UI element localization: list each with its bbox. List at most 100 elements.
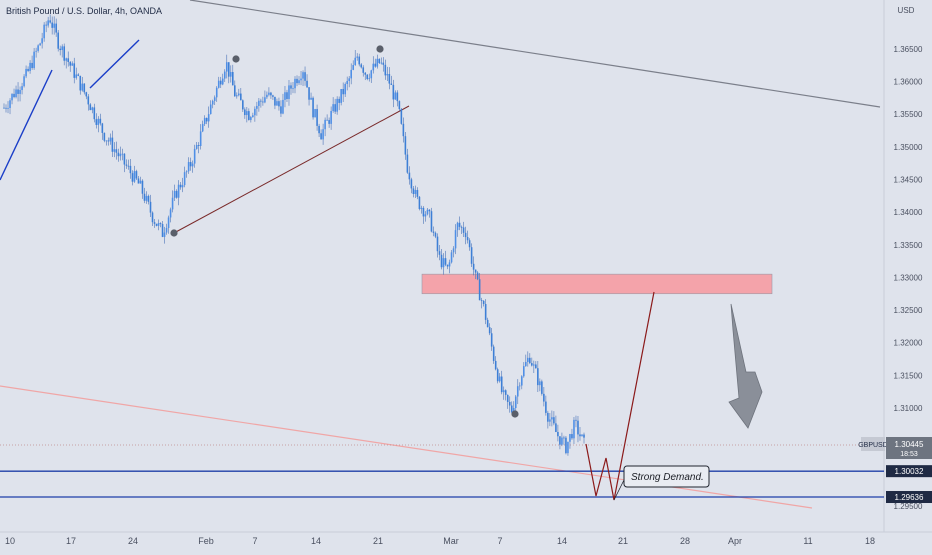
candle-body: [262, 101, 264, 103]
candle-body: [286, 92, 288, 99]
candle-body: [571, 434, 573, 439]
candle-body: [109, 137, 112, 142]
candle-body: [83, 83, 86, 93]
candle-body: [332, 104, 334, 112]
candle-body: [468, 240, 471, 248]
candle-body: [498, 376, 501, 382]
candle-body: [117, 152, 120, 157]
candle-body: [137, 178, 140, 184]
y-axis-unit: USD: [898, 6, 915, 15]
candle-body: [61, 46, 64, 51]
candle-body: [336, 98, 338, 112]
candle-body: [384, 64, 387, 76]
pivot-marker: [170, 229, 178, 237]
candle-body: [512, 408, 515, 413]
candle-body: [221, 78, 224, 85]
candle-body: [217, 80, 220, 88]
candle-body: [394, 92, 397, 100]
candle-body: [125, 164, 128, 166]
candle-body: [274, 96, 276, 106]
candle-body: [504, 390, 507, 395]
resistance-trendline: [189, 0, 881, 108]
level-1-price: 1.30032: [895, 467, 924, 476]
y-tick-label: 1.29500: [894, 502, 923, 511]
candle-body: [364, 72, 367, 75]
candle-body: [410, 179, 413, 189]
candle-body: [231, 72, 234, 86]
candle-body: [470, 247, 473, 264]
y-tick-label: 1.36500: [894, 45, 923, 54]
candle-body: [432, 231, 435, 233]
candle-body: [438, 251, 441, 255]
candle-body: [436, 236, 439, 252]
candle-body: [298, 80, 300, 84]
candle-body: [201, 124, 204, 132]
channel-line-left: [0, 69, 53, 181]
candle-body: [508, 401, 511, 406]
candle-body: [524, 361, 527, 367]
candle-body: [173, 190, 176, 198]
x-tick-label: 24: [128, 536, 138, 546]
candle-body: [179, 184, 182, 188]
demand-label-box: [623, 465, 710, 488]
candle-body: [368, 78, 371, 80]
candle-body: [55, 23, 57, 33]
candle-body: [284, 92, 286, 100]
candle-body: [119, 153, 122, 157]
candle-body: [37, 45, 39, 51]
candle-body: [382, 62, 385, 65]
candle-body: [452, 248, 455, 253]
pivot-marker: [511, 410, 519, 418]
candle-body: [115, 149, 118, 153]
candle-body: [33, 51, 35, 69]
candle-body: [346, 80, 348, 84]
candle-body: [430, 211, 433, 232]
down-arrow-icon: [728, 303, 763, 429]
candle-body: [185, 171, 188, 173]
candle-body: [446, 264, 449, 267]
y-tick-label: 1.31000: [894, 404, 923, 413]
candle-body: [348, 78, 350, 81]
candle-body: [458, 222, 461, 227]
candle-body: [454, 230, 457, 249]
candle-body: [21, 86, 23, 91]
y-tick-label: 1.34500: [894, 176, 923, 185]
x-tick-label: 28: [680, 536, 690, 546]
candle-body: [139, 180, 142, 184]
candle-body: [254, 108, 256, 116]
candle-body: [462, 227, 465, 233]
candle-body: [256, 105, 258, 109]
candle-body: [47, 20, 49, 26]
candle-body: [127, 165, 130, 167]
candle-body: [482, 300, 485, 305]
candle-body: [105, 140, 108, 142]
candle-body: [250, 117, 252, 120]
candle-body: [199, 131, 202, 146]
candle-body: [434, 232, 437, 237]
candle-body: [388, 74, 391, 84]
candle-body: [492, 346, 495, 361]
candle-body: [330, 111, 332, 124]
candle-body: [553, 417, 555, 424]
candle-body: [17, 89, 19, 94]
candle-body: [240, 93, 242, 101]
candle-body: [161, 224, 164, 237]
candle-body: [195, 145, 198, 149]
candle-body: [95, 119, 98, 125]
candle-body: [225, 62, 228, 72]
candle-body: [246, 111, 248, 116]
candle-body: [260, 100, 262, 102]
candle-body: [312, 97, 314, 118]
candle-body: [233, 85, 236, 97]
candle-body: [183, 172, 186, 186]
candle-body: [412, 188, 415, 194]
candle-body: [151, 212, 154, 223]
candle-body: [65, 58, 68, 61]
candle-body: [248, 111, 250, 120]
x-tick-label: 11: [803, 536, 812, 546]
candle-body: [396, 92, 399, 102]
candle-body: [352, 65, 355, 70]
candle-body: [328, 120, 330, 124]
candle-body: [376, 58, 379, 67]
